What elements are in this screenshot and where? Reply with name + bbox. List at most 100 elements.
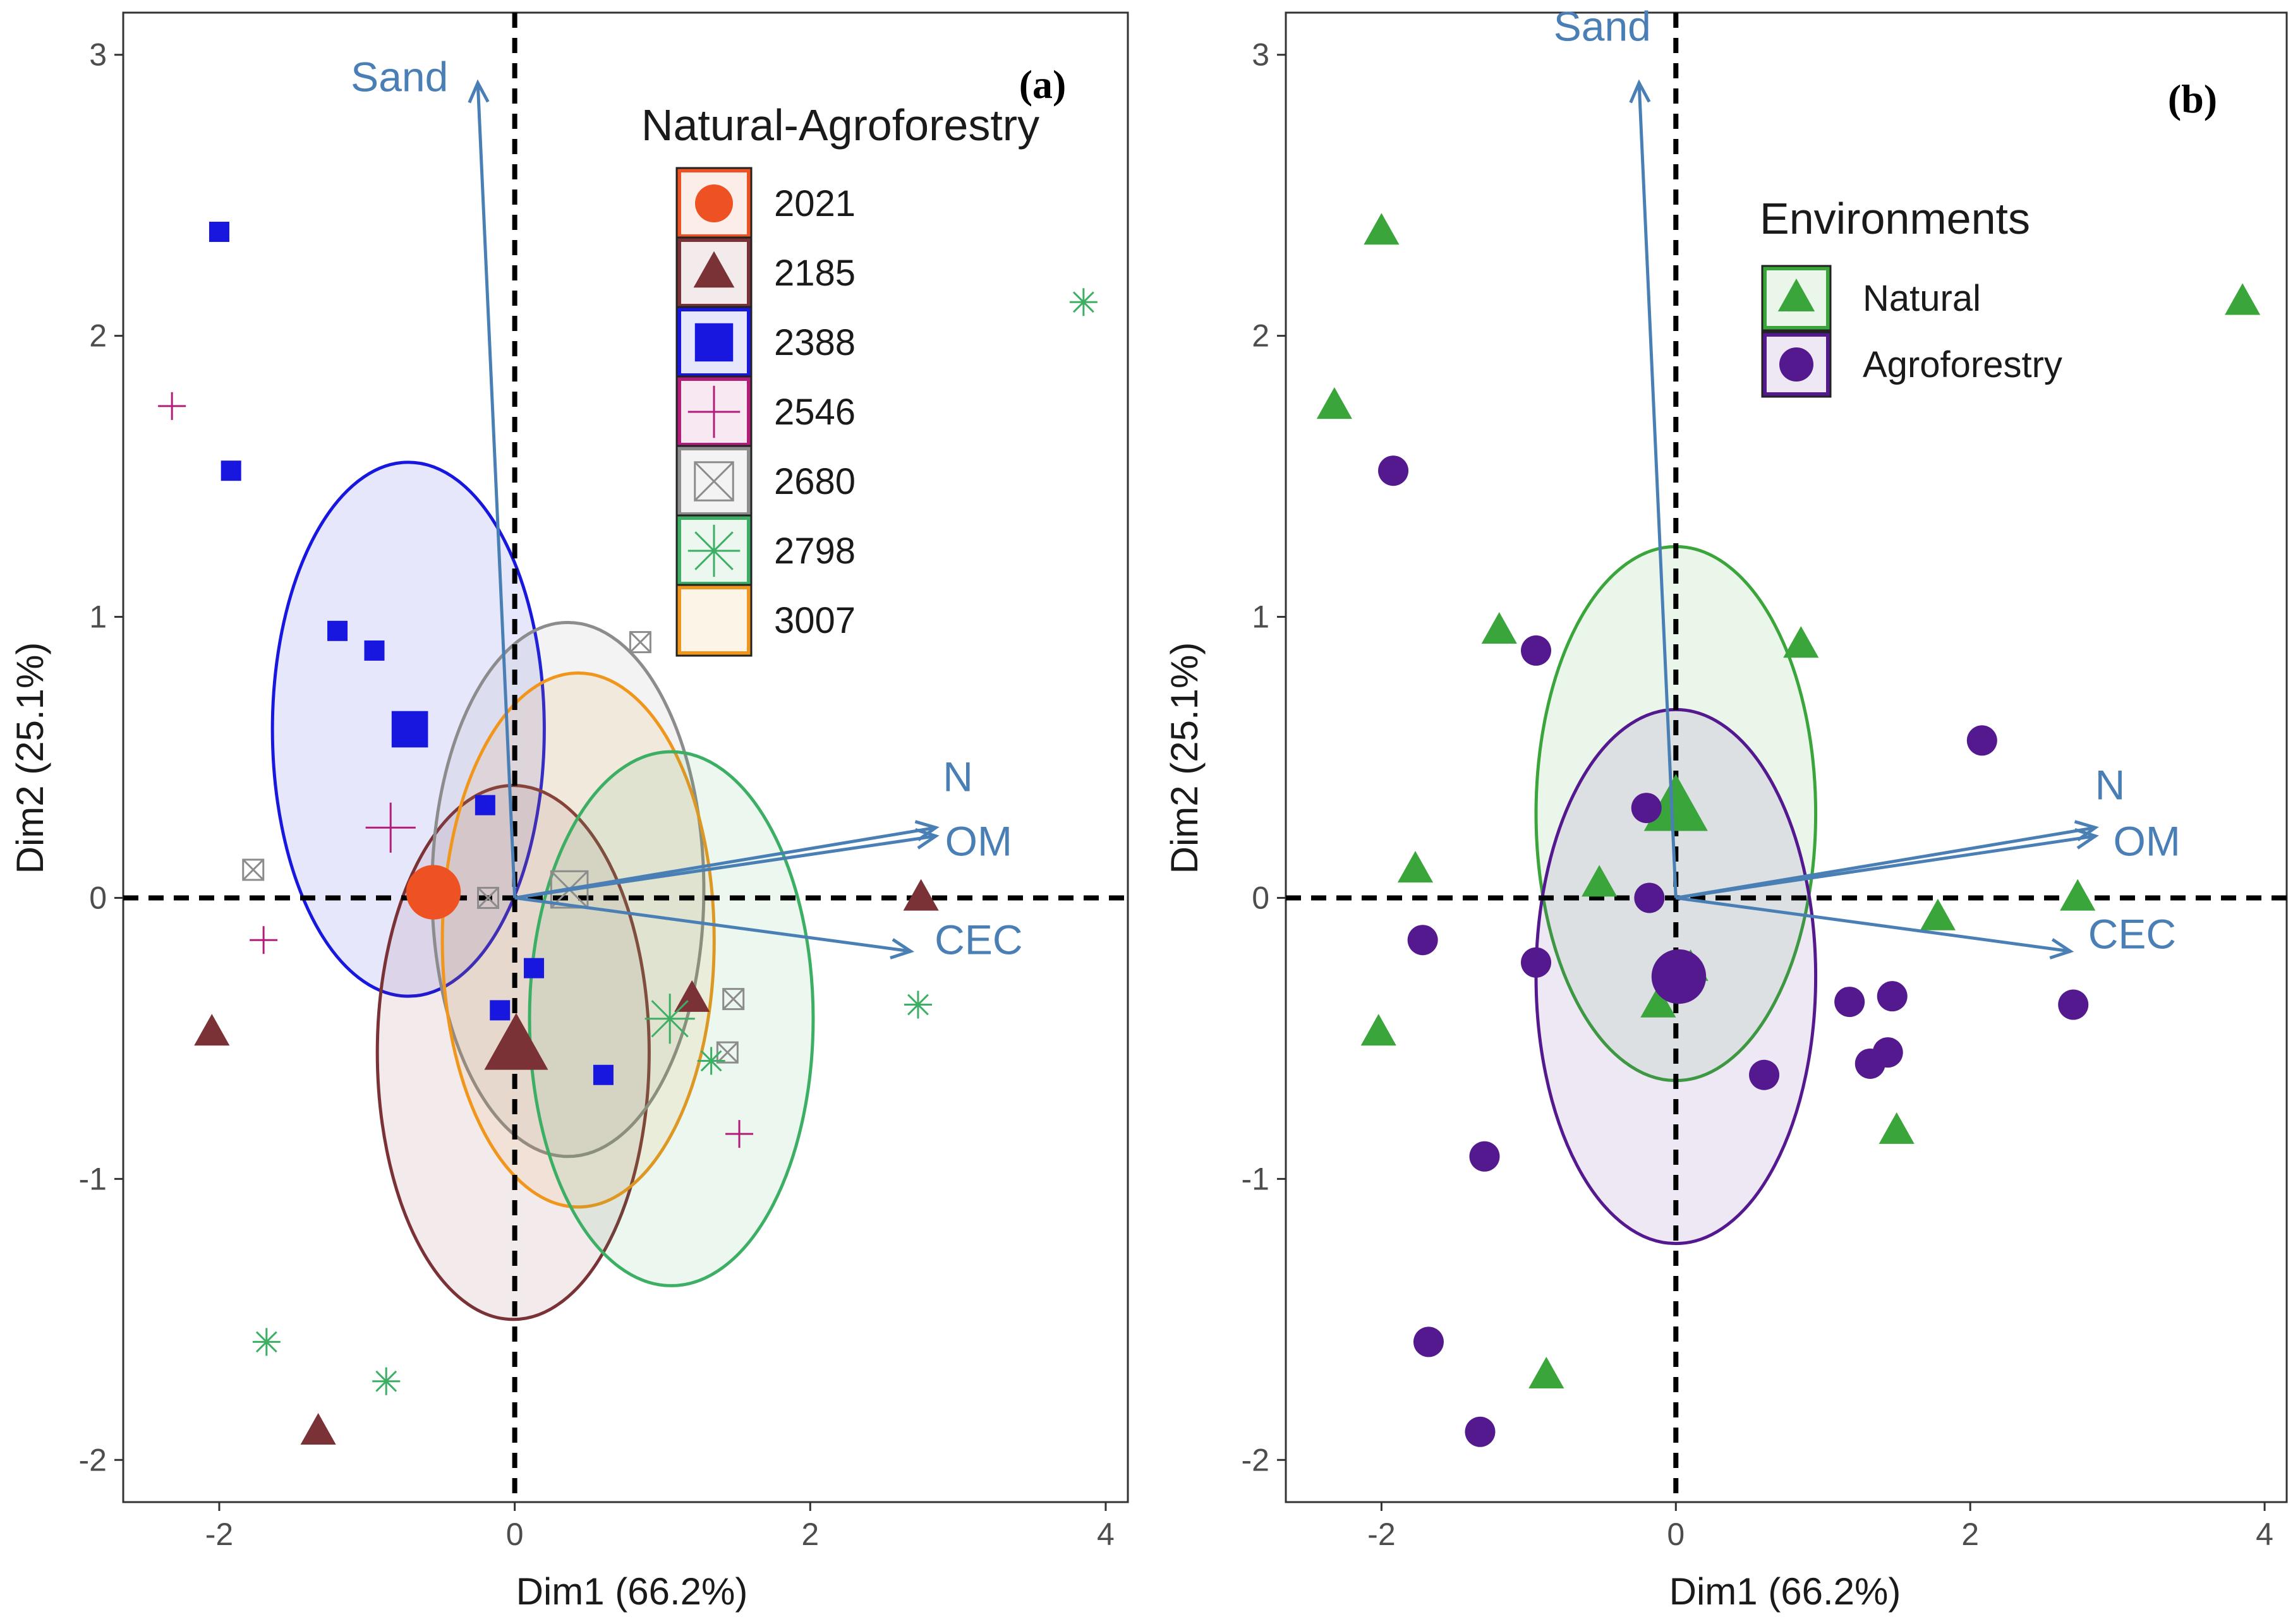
panel-a-vector-head-Sand <box>468 79 490 104</box>
panel-b-x-tick-label: 2 <box>1961 1517 1979 1552</box>
panel-a-y-tick-label: 3 <box>89 37 107 73</box>
panel-b-legend-entry-Natural: Natural <box>1761 265 1981 332</box>
panel-a-point-2798-d <box>375 1370 397 1392</box>
panel-b-point-Agroforestry <box>1749 1059 1780 1090</box>
panel-b-point-Natural <box>1528 1356 1564 1388</box>
panel-a-point-2680-box <box>629 631 651 654</box>
panel-b-y-tick-label: -1 <box>1242 1161 1269 1196</box>
panel-a-point-2798 <box>372 1367 401 1395</box>
panel-b-point-Natural <box>1316 387 1352 419</box>
panel-a-point-2680-box <box>722 988 745 1011</box>
panel-a-y-tick-label: 0 <box>89 880 107 915</box>
panel-a-point-2680-d2 <box>477 887 499 909</box>
panel-b-point-Natural <box>2060 879 2096 911</box>
panel-b-x-axis-label: Dim1 (66.2%) <box>1669 1570 1901 1613</box>
panel-a-point-2680-box <box>477 886 500 909</box>
panel-a-point-2388 <box>524 958 545 978</box>
panel-a-point-2388 <box>490 1000 511 1021</box>
panel-a-y-tick-label: 2 <box>89 318 107 354</box>
panel-a-y-axis-label: Dim2 (25.1%) <box>9 642 51 874</box>
panel-b-vector-head-Sand <box>1629 79 1651 104</box>
panel-a-plot-frame <box>122 11 1129 1503</box>
panel-b-plot-frame <box>1285 11 2288 1503</box>
panel-b-point-Agroforestry <box>1854 1048 1885 1079</box>
panel-b-vector-OM <box>1675 834 2096 899</box>
panel-a-point-2680 <box>716 1041 739 1064</box>
panel-a-vector-OM <box>514 834 936 899</box>
panel-b-point-Natural <box>1364 213 1400 245</box>
panel-a-y-tick-label: -1 <box>79 1161 107 1196</box>
panel-a-point-2680-d2 <box>717 1042 739 1064</box>
panel-a-point-2798-d <box>907 994 929 1016</box>
panel-a-point-2680-box <box>716 1041 739 1064</box>
panel-a-vector-label-Sand: Sand <box>351 54 448 100</box>
panel-b-vector-label-CEC: CEC <box>2088 911 2176 958</box>
panel-b-y-tick-label: 2 <box>1252 318 1269 354</box>
panel-b-point-Agroforestry <box>1465 1416 1496 1447</box>
panel-b-point-Agroforestry <box>1407 925 1438 956</box>
panel-a: (a) Dim1 (66.2%) Dim2 (25.1%) Natural-Ag… <box>9 11 1129 1613</box>
panel-a-legend-entry-3007: 3007 <box>675 584 856 657</box>
panel-a-vector-Sand <box>476 83 517 898</box>
panel-a-legend-label-2021: 2021 <box>774 183 856 224</box>
panel-a-x-tick-label: -2 <box>205 1517 233 1552</box>
panel-a-point-2388 <box>593 1064 614 1085</box>
panel-a-centroid-2798 <box>644 994 695 1044</box>
panel-a-vector-head-N <box>914 820 940 841</box>
panel-a-legend-label-2680: 2680 <box>774 461 856 502</box>
panel-b-legend-symbol-Natural <box>1777 279 1815 311</box>
panel-a-centroid-2021 <box>406 865 461 920</box>
panel-b-y-tick-label: 3 <box>1252 37 1269 73</box>
panel-b-y-tick-label: -2 <box>1242 1442 1269 1477</box>
panel-a-legend-label-2798: 2798 <box>774 531 856 572</box>
panel-a-vector-head-CEC <box>890 938 914 959</box>
panel-a-point-2798 <box>697 1047 725 1075</box>
panel-a-point-2680-d2 <box>722 988 744 1010</box>
panel-a-legend-entry-2021: 2021 <box>675 167 856 240</box>
panel-a-legend-key-3007 <box>677 586 751 655</box>
panel-a-point-2185 <box>903 879 939 911</box>
panel-b-legend-title: Environments <box>1760 194 2030 243</box>
panel-b-vector-Sand <box>1637 83 1678 898</box>
panel-a-legend-label-2185: 2185 <box>774 253 856 294</box>
panel-b-point-Agroforestry <box>1521 635 1551 666</box>
panel-b-centroid-Agroforestry <box>1651 949 1707 1004</box>
panel-a-point-2388 <box>327 620 348 641</box>
panel-b-legend-entry-Agroforestry: Agroforestry <box>1761 331 2062 398</box>
panel-a-legend-symbol-2388 <box>694 323 734 362</box>
panel-a-legend-symbol-2680-box <box>694 461 734 502</box>
panel-a-x-tick-label: 0 <box>506 1517 524 1552</box>
panel-a-point-2388 <box>364 640 385 661</box>
panel-b-vector-head-N <box>2074 820 2099 841</box>
panel-a-vector-label-OM: OM <box>945 818 1012 865</box>
panel-a-point-2546 <box>250 926 278 954</box>
panel-b-point-Agroforestry <box>1877 981 1908 1012</box>
panel-b-point-Natural <box>1783 626 1819 658</box>
panel-b-point-Agroforestry <box>1521 947 1551 978</box>
panel-a-centroid-2680-box <box>550 870 589 909</box>
panel-b-point-Natural <box>1920 898 1956 930</box>
panel-b-point-Natural <box>1481 611 1517 644</box>
panel-a-legend-symbol-2680 <box>694 461 734 502</box>
panel-a-legend-label-3007: 3007 <box>774 600 856 641</box>
panel-b-x-tick-label: -2 <box>1367 1517 1395 1552</box>
panel-a-point-2680 <box>477 886 500 909</box>
panel-a-x-axis-label: Dim1 (66.2%) <box>516 1570 748 1613</box>
panel-a-centroid-2798-d <box>651 1000 689 1038</box>
panel-a-legend-title: Natural-Agroforestry <box>641 100 1039 150</box>
panel-a-point-2680 <box>242 858 265 881</box>
panel-a-x-tick-label: 4 <box>1097 1517 1115 1552</box>
panel-a-point-2680-box <box>242 858 265 881</box>
panel-a-legend-entry-2546: 2546 <box>675 375 856 448</box>
panel-b-point-Agroforestry <box>1378 455 1409 486</box>
panel-a-legend-label-2388: 2388 <box>774 322 856 363</box>
panel-a-legend-entry-2388: 2388 <box>675 306 856 379</box>
panel-b-point-Agroforestry <box>1413 1326 1444 1357</box>
panel-a-point-2546 <box>725 1120 754 1148</box>
panel-a-legend-symbol-2546 <box>687 385 741 438</box>
panel-a-legend-symbol-2185 <box>693 251 735 288</box>
panel-a-centroid-2185 <box>484 1013 548 1070</box>
panel-b-label: (b) <box>2168 76 2217 121</box>
panel-a-point-2680-d2 <box>629 631 651 653</box>
panel-a-legend-key-border-3007 <box>675 584 753 657</box>
